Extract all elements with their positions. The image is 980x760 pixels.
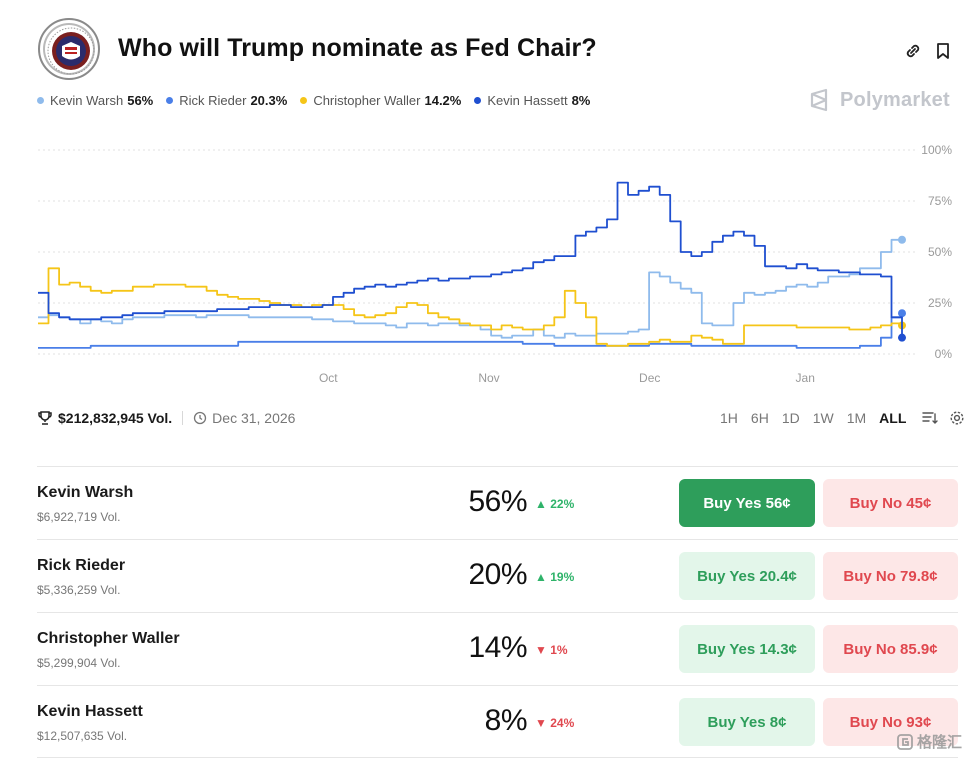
market-header: Who will Trump nominate as Fed Chair? (38, 18, 958, 82)
range-1m[interactable]: 1M (846, 410, 867, 426)
watermark-logo-icon (897, 733, 913, 750)
range-6h[interactable]: 6H (750, 410, 769, 426)
chart-legend: Kevin Warsh 56% Rick Rieder 20.3% Christ… (37, 93, 603, 108)
legend-name: Rick Rieder (179, 93, 247, 108)
brand-name: Polymarket (840, 88, 950, 111)
buy-no-button[interactable]: Buy No 79.8¢ (823, 552, 958, 600)
legend-value: 14.2% (424, 93, 462, 108)
polymarket-icon (810, 88, 828, 112)
link-icon[interactable] (902, 40, 924, 62)
series-line (38, 181, 903, 338)
legend-dot (474, 97, 482, 104)
legend-item: Christopher Waller 14.2% (300, 93, 461, 108)
bookmark-icon[interactable] (932, 40, 954, 62)
range-1h[interactable]: 1H (720, 410, 738, 426)
legend-item: Kevin Hassett 8% (474, 93, 590, 108)
meta-divider (182, 411, 184, 425)
federal-reserve-seal-icon (38, 18, 100, 80)
legend-dot (300, 97, 308, 104)
outcome-row[interactable]: Rick Rieder $5,336,259 Vol. 20% ▲ 19% Bu… (37, 539, 958, 612)
page-title: Who will Trump nominate as Fed Chair? (118, 34, 597, 62)
outcome-name: Kevin Warsh (37, 484, 134, 501)
outcome-volume: $12,507,635 Vol. (37, 729, 128, 743)
series-line (38, 313, 903, 349)
outcome-probability: 56% (468, 485, 527, 518)
outcome-row[interactable]: Kevin Hassett $12,507,635 Vol. 8% ▼ 24% … (37, 685, 958, 758)
buy-yes-button[interactable]: Buy Yes 14.3¢ (679, 625, 815, 673)
y-tick-label: 75% (928, 194, 952, 208)
legend-item: Rick Rieder 20.3% (166, 93, 287, 108)
buy-yes-button[interactable]: Buy Yes 8¢ (679, 698, 815, 746)
outcome-name: Rick Rieder (37, 557, 126, 574)
legend-item: Kevin Warsh 56% (37, 93, 153, 108)
time-range-selector: 1H 6H 1D 1W 1M ALL (720, 410, 973, 426)
series-line (38, 238, 902, 339)
outcome-probability: 8% (484, 704, 528, 737)
x-tick-label: Jan (796, 371, 815, 385)
total-volume: $212,832,945 Vol. (58, 410, 173, 426)
range-1d[interactable]: 1D (781, 410, 800, 426)
y-tick-label: 25% (928, 296, 952, 310)
x-tick-label: Dec (639, 371, 660, 385)
outcome-change: ▼ 1% (535, 643, 568, 657)
series-line (38, 267, 903, 347)
range-all[interactable]: ALL (879, 410, 907, 426)
change-value: 22% (550, 497, 575, 511)
y-tick-label: 0% (935, 347, 953, 361)
watermark-text: 格隆汇 (917, 734, 963, 751)
polymarket-logo: Polymarket (808, 88, 950, 112)
settings-gear-icon[interactable] (949, 410, 965, 426)
series-end-point (898, 235, 906, 244)
legend-name: Kevin Warsh (50, 93, 124, 108)
sort-filter-icon[interactable] (921, 410, 939, 426)
outcome-probability: 14% (468, 631, 527, 664)
buy-no-button[interactable]: Buy No 93¢ (823, 698, 958, 746)
trophy-icon (38, 411, 52, 425)
y-tick-label: 100% (921, 143, 952, 157)
buy-yes-button[interactable]: Buy Yes 20.4¢ (679, 552, 815, 600)
outcome-name: Kevin Hassett (37, 703, 143, 720)
buy-no-button[interactable]: Buy No 85.9¢ (823, 625, 958, 673)
outcome-change: ▼ 24% (535, 716, 575, 730)
outcome-list: Kevin Warsh $6,922,719 Vol. 56% ▲ 22% Bu… (37, 466, 958, 758)
outcome-row[interactable]: Christopher Waller $5,299,904 Vol. 14% ▼… (37, 612, 958, 685)
probability-chart[interactable]: 100% 75% 50% 25% 0% Oct Nov Dec Jan (30, 138, 960, 390)
change-value: 1% (550, 643, 568, 657)
legend-name: Kevin Hassett (487, 93, 568, 108)
outcome-volume: $6,922,719 Vol. (37, 510, 121, 524)
outcome-name: Christopher Waller (37, 630, 180, 647)
y-tick-label: 50% (928, 245, 952, 259)
outcome-volume: $5,336,259 Vol. (37, 583, 121, 597)
end-date: Dec 31, 2026 (212, 410, 296, 426)
x-tick-label: Oct (319, 371, 338, 385)
outcome-change: ▲ 19% (535, 570, 575, 584)
legend-dot (37, 97, 44, 104)
legend-name: Christopher Waller (313, 93, 421, 108)
series-end-point (898, 309, 906, 318)
legend-dot (166, 97, 174, 104)
outcome-volume: $5,299,904 Vol. (37, 656, 121, 670)
legend-value: 56% (127, 93, 154, 108)
clock-icon (194, 411, 207, 425)
series-end-point (898, 333, 906, 342)
buy-yes-button[interactable]: Buy Yes 56¢ (679, 479, 815, 527)
change-value: 19% (550, 570, 575, 584)
watermark: 格隆汇 (896, 731, 962, 752)
x-tick-label: Nov (478, 371, 499, 385)
change-value: 24% (550, 716, 575, 730)
range-1w[interactable]: 1W (812, 410, 834, 426)
outcome-row[interactable]: Kevin Warsh $6,922,719 Vol. 56% ▲ 22% Bu… (37, 466, 958, 539)
outcome-change: ▲ 22% (535, 497, 575, 511)
outcome-probability: 20% (468, 558, 527, 591)
buy-no-button[interactable]: Buy No 45¢ (823, 479, 958, 527)
legend-value: 20.3% (250, 93, 288, 108)
market-meta: $212,832,945 Vol. Dec 31, 2026 (37, 410, 295, 426)
legend-value: 8% (571, 93, 591, 108)
